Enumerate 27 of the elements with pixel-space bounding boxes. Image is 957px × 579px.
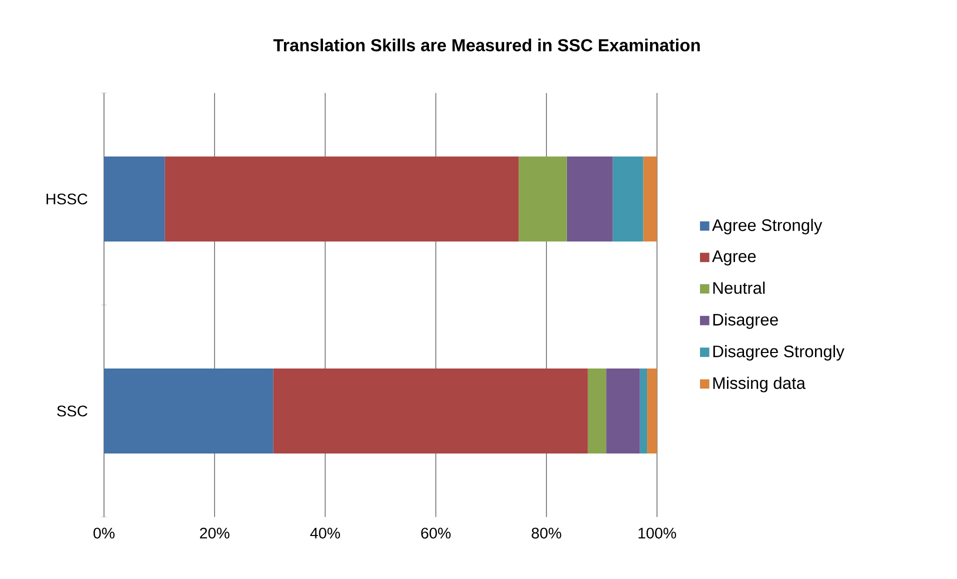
legend-label: Disagree [713,313,778,329]
bar [164,156,519,242]
x-tick-label: 100% [638,528,676,539]
bar [273,368,588,454]
bar [104,368,274,454]
legend-label: Neutral [713,282,765,294]
legend-label: Agree Strongly [712,218,822,234]
bar [606,368,640,454]
bar [640,368,648,454]
x-tick-label: 40% [310,528,340,539]
legend-label: Missing data [713,376,806,392]
legend-label: Disagree Strongly [713,345,844,361]
bar [104,156,165,242]
y-tick-label: SSC [57,406,88,416]
x-tick-label: 80% [532,528,562,539]
bar [566,156,613,242]
x-tick-label: 20% [200,528,230,539]
x-tick-label: 0% [94,528,115,539]
bar [518,156,567,242]
bar [643,156,658,242]
chart-title: Translation Skills are Measured in SSC Examination [273,38,700,52]
bar [647,368,658,454]
bar [612,156,644,242]
bar [588,368,606,454]
x-tick-label: 60% [421,528,451,539]
y-tick-label: HSSC [46,194,88,204]
legend-label: Agree [712,250,756,266]
